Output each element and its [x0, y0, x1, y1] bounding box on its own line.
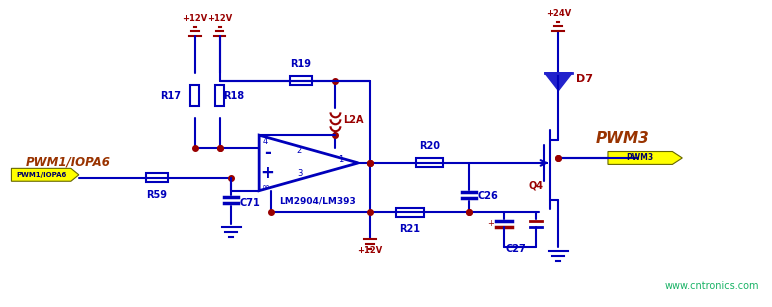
Text: R17: R17 [160, 91, 181, 100]
Text: C26: C26 [477, 191, 498, 200]
Text: PWM1/IOPA6: PWM1/IOPA6 [16, 172, 66, 178]
Bar [215, 85, 224, 107]
Text: +12V: +12V [357, 246, 383, 255]
Bar [416, 158, 443, 167]
Text: +: + [487, 219, 494, 228]
Text: R20: R20 [419, 141, 440, 151]
Text: 3: 3 [296, 169, 302, 178]
Text: R19: R19 [290, 59, 311, 69]
Text: C27: C27 [506, 244, 527, 254]
Text: www.cntronics.com: www.cntronics.com [664, 281, 759, 291]
Bar [190, 85, 199, 107]
Polygon shape [12, 168, 79, 181]
Text: C71: C71 [239, 197, 260, 208]
Polygon shape [259, 135, 358, 191]
Polygon shape [608, 152, 682, 165]
Bar [396, 208, 424, 217]
Text: +24V: +24V [546, 9, 571, 18]
Text: R18: R18 [223, 91, 245, 100]
Text: PWM3: PWM3 [627, 154, 654, 162]
Text: +12V: +12V [182, 14, 208, 23]
Text: 2: 2 [296, 146, 302, 154]
Text: PWM3: PWM3 [596, 131, 650, 146]
Text: R59: R59 [147, 190, 168, 200]
Text: D7: D7 [576, 74, 593, 84]
Text: 1: 1 [338, 155, 344, 165]
Text: R21: R21 [399, 224, 420, 234]
Text: +12V: +12V [207, 14, 232, 23]
Text: LM2904/LM393: LM2904/LM393 [279, 196, 356, 206]
Text: +: + [260, 164, 274, 182]
Text: PWM1/IOPA6: PWM1/IOPA6 [25, 155, 110, 169]
Text: -: - [264, 144, 270, 162]
Text: ∞: ∞ [262, 182, 270, 192]
Text: Q4: Q4 [529, 181, 543, 191]
Bar [146, 173, 168, 182]
Text: L2A: L2A [344, 115, 364, 125]
Polygon shape [544, 73, 572, 91]
Text: 4: 4 [262, 137, 267, 146]
Bar [290, 76, 312, 85]
